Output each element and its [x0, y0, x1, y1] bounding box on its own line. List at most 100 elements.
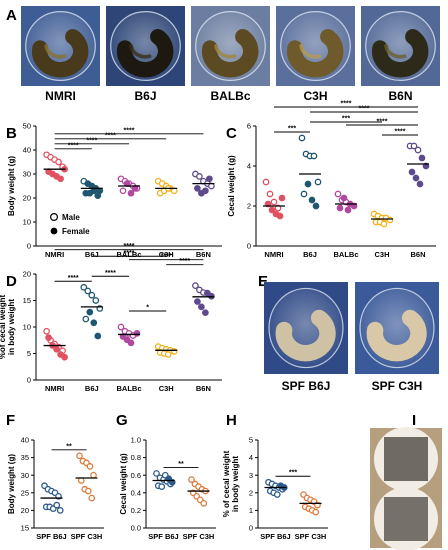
x-tick-label-spf-b6j: SPF B6J — [36, 532, 66, 541]
data-point-b6n — [194, 185, 201, 192]
data-point-balbc — [117, 323, 125, 331]
data-point-b6j — [80, 283, 88, 291]
data-point-nmri — [45, 334, 52, 341]
data-point-b6n — [418, 154, 426, 162]
data-point-b6n — [422, 162, 430, 170]
significance-label: **** — [86, 137, 97, 144]
y-axis-label: Cecal weight (g) — [119, 453, 128, 515]
significance-label: **** — [124, 250, 135, 257]
y-axis-label-line: %of cecal weight — [0, 294, 7, 359]
data-point-spf-c3h — [88, 494, 96, 502]
cecum-balbc — [201, 29, 259, 78]
significance-label: * — [146, 305, 149, 312]
data-point-spf-b6j — [153, 470, 160, 477]
significance-label: ** — [66, 443, 72, 450]
data-point-b6j — [92, 297, 100, 304]
legend-female-marker — [50, 227, 58, 235]
data-point-spf-b6j — [56, 507, 64, 514]
cecum-spf-b6j — [275, 309, 336, 362]
data-point-b6j — [84, 287, 92, 295]
significance-label: **** — [105, 270, 116, 277]
panel-label-i: I — [412, 412, 416, 429]
data-point-b6j — [94, 192, 102, 199]
cecum-spf-c3h — [366, 309, 427, 362]
cecum-highlight-balbc — [214, 44, 237, 59]
data-point-nmri — [278, 194, 286, 202]
data-point-balbc — [350, 202, 358, 210]
x-tick-label-spf-b6j: SPF B6J — [148, 532, 178, 541]
photo-i-sample-top — [384, 437, 428, 481]
y-tick-label: 0.2 — [131, 506, 141, 515]
y-axis-label-line: Cecal weight (g) — [119, 453, 128, 515]
y-tick-label: 10 — [23, 218, 31, 227]
data-point-nmri — [43, 327, 50, 335]
chart-c: 0 2 4 6 Cecal weight (g) NMRI B6J BALBc C3H B6N **… — [227, 101, 436, 259]
data-point-b6j — [314, 178, 322, 186]
y-axis-label: %of cecal weightin body weight — [0, 294, 16, 359]
significance-label: **** — [161, 253, 172, 260]
photo-label-balbc: BALBc — [210, 89, 250, 103]
significance-label: ** — [178, 461, 184, 468]
significance-label: **** — [341, 101, 352, 108]
data-point-spf-c3h — [312, 508, 320, 516]
x-tick-label-nmri: NMRI — [45, 384, 64, 393]
cecum-highlight-b6n — [384, 44, 407, 59]
data-point-balbc — [119, 187, 127, 195]
x-tick-label-b6n: B6N — [410, 250, 425, 259]
significance-label: **** — [68, 142, 79, 149]
y-tick-label: 1 — [249, 506, 253, 515]
significance-label: **** — [105, 132, 116, 139]
data-point-nmri — [57, 175, 64, 183]
data-point-b6j — [94, 332, 102, 340]
cecum-nmri — [31, 29, 89, 78]
data-point-nmri — [55, 158, 62, 166]
significance-label: **** — [179, 258, 190, 265]
y-tick-label: 0 — [27, 376, 31, 385]
photo-label-b6n: B6N — [388, 89, 412, 103]
data-point-nmri — [53, 345, 60, 353]
panel-label-g: G — [116, 412, 128, 429]
y-axis-label-line: % of cecal weight — [222, 450, 231, 517]
data-point-balbc — [127, 339, 135, 347]
data-point-b6j — [300, 190, 308, 198]
y-tick-label: 20 — [21, 506, 29, 515]
photo-i — [370, 427, 442, 550]
data-point-balbc — [334, 190, 342, 198]
x-tick-label-balbc: BALBc — [116, 384, 141, 393]
y-tick-label: 4 — [247, 162, 251, 171]
y-tick-label: 0.6 — [131, 471, 141, 480]
cecum-highlight-b6j — [129, 44, 152, 59]
photo-row-a: NMRI B6J BALBc C3H B6N — [21, 6, 440, 103]
data-point-b6n — [196, 173, 203, 180]
x-tick-label-b6j: B6J — [303, 250, 317, 259]
data-point-b6n — [414, 146, 422, 154]
x-tick-label-spf-c3h: SPF C3H — [183, 532, 215, 541]
y-tick-label: 2 — [247, 202, 251, 211]
x-tick-label-balbc: BALBc — [333, 250, 358, 259]
y-tick-label: 0.4 — [131, 488, 141, 497]
y-tick-label: 20 — [23, 270, 31, 279]
x-tick-label-spf-b6j: SPF B6J — [260, 532, 290, 541]
y-tick-label: 30 — [23, 170, 31, 179]
cecum-highlight-c3h — [299, 44, 322, 59]
data-point-b6n — [416, 180, 424, 188]
y-tick-label: 10 — [23, 323, 31, 332]
photo-label-c3h: C3H — [303, 89, 327, 103]
data-point-b6j — [310, 152, 318, 160]
data-point-spf-c3h — [200, 500, 208, 507]
significance-label: **** — [124, 127, 135, 134]
significance-label: *** — [342, 116, 350, 123]
y-tick-label: 0 — [247, 242, 251, 251]
data-point-c3h — [170, 348, 178, 355]
x-tick-label-nmri: NMRI — [264, 250, 283, 259]
data-point-b6n — [194, 298, 201, 305]
data-point-b6j — [304, 180, 312, 188]
data-point-b6j — [88, 291, 96, 299]
panel-label-c: C — [226, 125, 237, 142]
photo-label-nmri: NMRI — [45, 89, 76, 103]
chart-b: 0 10 20 30 40 50 Body weight (g) NMRI B6J BALBc C3… — [7, 122, 222, 259]
data-point-nmri — [270, 198, 278, 206]
y-axis-label-line: in body weight — [231, 456, 240, 512]
